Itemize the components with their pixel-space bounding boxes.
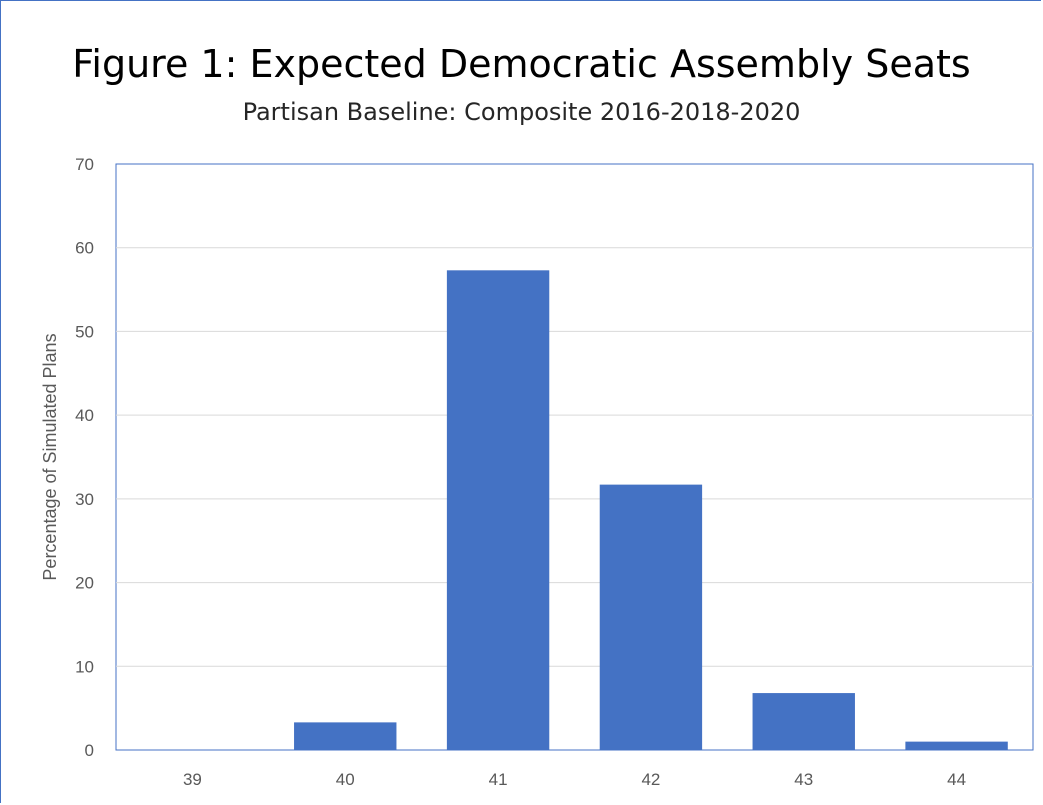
x-tick-label: 44 xyxy=(947,770,966,789)
chart-subtitle: Partisan Baseline: Composite 2016-2018-2… xyxy=(242,98,801,126)
bar-43 xyxy=(752,693,855,750)
y-axis-label: Percentage of Simulated Plans xyxy=(40,333,60,580)
bar-40 xyxy=(294,722,397,750)
x-tick-label: 42 xyxy=(641,770,660,789)
bars xyxy=(294,270,1008,750)
plot-area-border xyxy=(115,163,1034,751)
y-tick-labels: 0 10 20 30 40 50 60 70 xyxy=(75,155,94,760)
y-tick-label: 30 xyxy=(75,490,94,509)
y-tick-label: 20 xyxy=(75,574,94,593)
bar-42 xyxy=(599,484,703,750)
x-tick-label: 39 xyxy=(183,770,202,789)
chart-title: Figure 1: Expected Democratic Assembly S… xyxy=(72,42,971,86)
y-tick-label: 60 xyxy=(75,239,94,258)
x-tick-label: 40 xyxy=(336,770,355,789)
y-tick-label: 10 xyxy=(75,657,94,676)
bar-41 xyxy=(446,270,550,750)
y-tick-label: 50 xyxy=(75,322,94,341)
x-tick-label: 43 xyxy=(794,770,813,789)
gridlines xyxy=(115,163,1034,751)
y-tick-label: 40 xyxy=(75,406,94,425)
y-tick-label: 70 xyxy=(75,155,94,174)
bar-44 xyxy=(905,741,1008,750)
x-tick-label: 41 xyxy=(489,770,508,789)
y-tick-label: 0 xyxy=(85,741,94,760)
x-tick-labels: 39 40 41 42 43 44 xyxy=(183,770,966,789)
